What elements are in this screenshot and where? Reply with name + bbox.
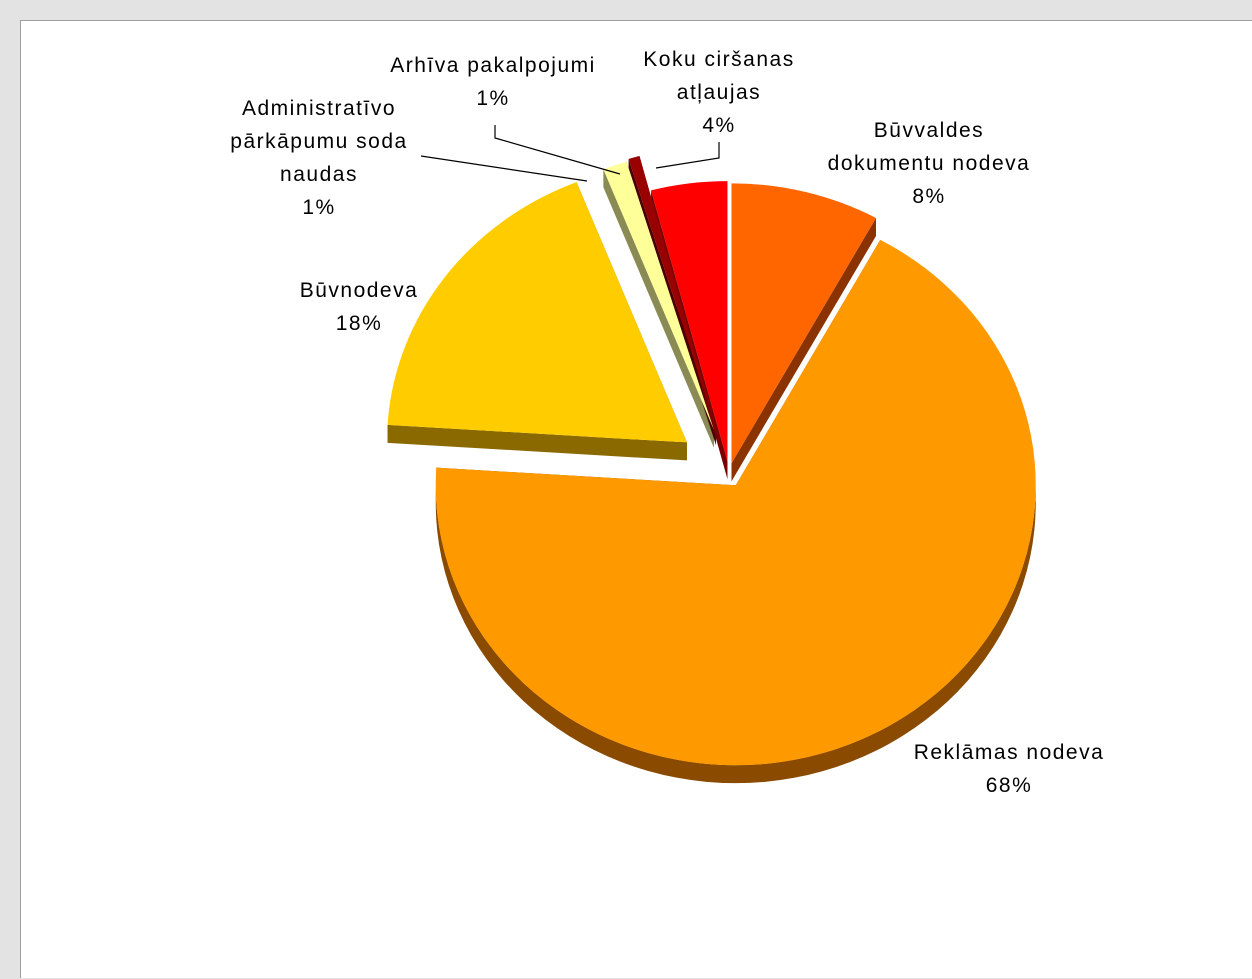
slice-percent: 68% <box>986 774 1033 797</box>
slice-name: Būvvaldes <box>874 119 984 142</box>
chart-area: Būvvaldes dokumentu nodeva 8% Reklāmas node… <box>20 20 1252 978</box>
pie-slice <box>731 183 877 464</box>
slice-percent: 8% <box>912 185 945 208</box>
slice-percent: 18% <box>336 312 383 335</box>
pie-slice <box>628 156 716 427</box>
slice-name: Administratīvo <box>242 97 396 120</box>
slice-name: Arhīva pakalpojumi <box>390 54 596 77</box>
leader-line <box>494 125 621 175</box>
leader-line <box>420 155 588 182</box>
slice-name: pārkāpumu soda <box>230 130 407 153</box>
slice-label: Arhīva pakalpojumi 1% <box>390 54 596 110</box>
slice-name: naudas <box>280 163 358 186</box>
pie-slice <box>603 161 714 430</box>
pie-slice <box>387 182 687 443</box>
slice-name: Koku ciršanas <box>643 48 794 71</box>
slice-label: Koku ciršanas atļaujas 4% <box>643 48 794 137</box>
pie-chart: Būvvaldes dokumentu nodeva 8% Reklāmas node… <box>230 48 1105 797</box>
slice-percent: 1% <box>302 196 335 219</box>
pie-slice-side <box>731 217 877 482</box>
slice-percent: 4% <box>702 114 735 137</box>
slice-name: atļaujas <box>677 81 761 104</box>
slice-name: Reklāmas nodeva <box>914 741 1105 764</box>
pie-slice <box>435 239 1036 766</box>
slice-label: Būvvaldes dokumentu nodeva 8% <box>828 119 1031 208</box>
slice-name: dokumentu nodeva <box>828 152 1031 175</box>
slice-label: Būvnodeva 18% <box>300 279 419 335</box>
slice-label: Reklāmas nodeva 68% <box>914 741 1105 797</box>
pie-slice <box>651 181 728 462</box>
slice-label: Administratīvo pārkāpumu soda naudas 1% <box>230 97 407 219</box>
leader-line <box>655 142 720 169</box>
slice-name: Būvnodeva <box>300 279 419 302</box>
slice-percent: 1% <box>476 87 509 110</box>
